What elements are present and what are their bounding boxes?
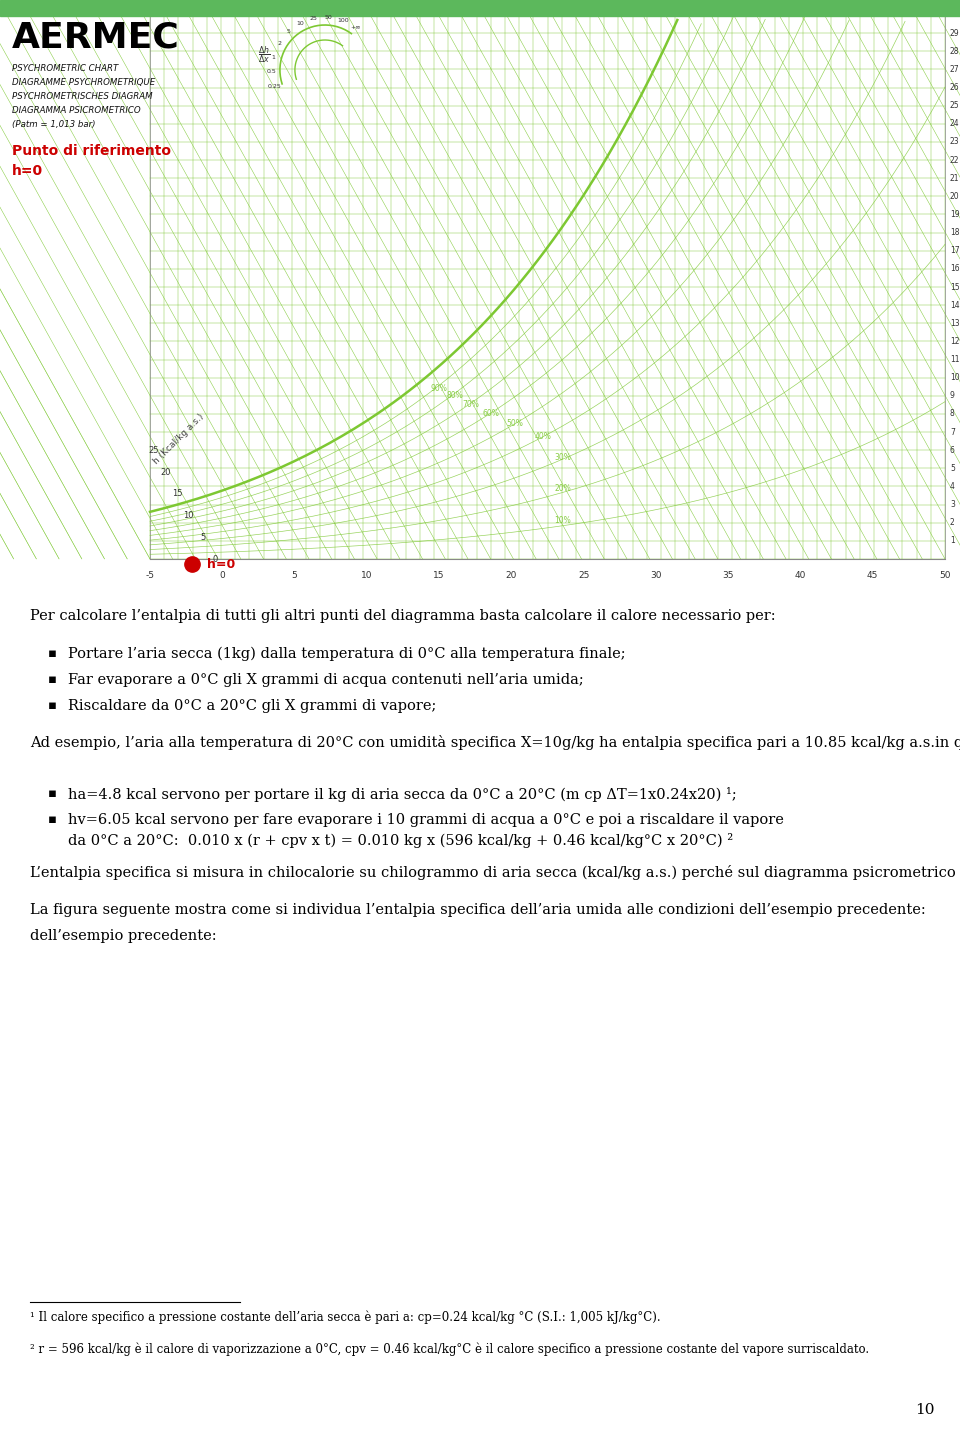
- Text: 15: 15: [172, 489, 182, 499]
- Text: 50: 50: [939, 572, 950, 580]
- Text: 25: 25: [310, 16, 318, 20]
- Text: 30: 30: [650, 572, 661, 580]
- Text: 25: 25: [950, 101, 960, 110]
- Text: 30%: 30%: [555, 453, 571, 462]
- Text: 0.5: 0.5: [267, 69, 276, 74]
- Text: 35: 35: [723, 572, 734, 580]
- Text: 10: 10: [361, 572, 372, 580]
- Text: 45: 45: [867, 572, 878, 580]
- Text: 40%: 40%: [535, 431, 551, 441]
- Text: 13: 13: [950, 318, 960, 328]
- Text: ² r = 596 kcal/kg è il calore di vaporizzazione a 0°C, cpv = 0.46 kcal/kg°C è il: ² r = 596 kcal/kg è il calore di vaporiz…: [30, 1341, 869, 1356]
- Text: 0.25: 0.25: [268, 84, 281, 88]
- Text: h (Kcal/kg a.s.): h (Kcal/kg a.s.): [152, 412, 205, 466]
- Text: dell’esempio precedente:: dell’esempio precedente:: [30, 929, 217, 943]
- Text: 40: 40: [795, 572, 806, 580]
- Text: 22: 22: [950, 156, 959, 165]
- Text: Riscaldare da 0°C a 20°C gli X grammi di vapore;: Riscaldare da 0°C a 20°C gli X grammi di…: [68, 699, 437, 713]
- Text: hv=6.05 kcal servono per fare evaporare i 10 grammi di acqua a 0°C e poi a risca: hv=6.05 kcal servono per fare evaporare …: [68, 813, 784, 828]
- Text: -5: -5: [146, 572, 155, 580]
- Text: Per calcolare l’entalpia di tutti gli altri punti del diagramma basta calcolare : Per calcolare l’entalpia di tutti gli al…: [30, 609, 776, 624]
- Text: 50%: 50%: [507, 420, 523, 428]
- Text: ▪: ▪: [48, 647, 57, 660]
- Text: ha=4.8 kcal servono per portare il kg di aria secca da 0°C a 20°C (m cp ΔT=1x0.2: ha=4.8 kcal servono per portare il kg di…: [68, 787, 736, 802]
- Text: 4: 4: [950, 482, 955, 491]
- Text: L’entalpia specifica si misura in chilocalorie su chilogrammo di aria secca (kca: L’entalpia specifica si misura in chiloc…: [30, 865, 960, 880]
- Text: 5: 5: [292, 572, 298, 580]
- Text: 29: 29: [950, 29, 960, 38]
- Text: 21: 21: [950, 174, 959, 182]
- Text: 11: 11: [950, 355, 959, 365]
- Text: PSYCHROMETRIC CHART: PSYCHROMETRIC CHART: [12, 64, 118, 72]
- Text: 7: 7: [950, 427, 955, 437]
- Text: ¹ Il calore specifico a pressione costante dell’aria secca è pari a: cp=0.24 kca: ¹ Il calore specifico a pressione costan…: [30, 1310, 660, 1324]
- Text: 60%: 60%: [483, 410, 499, 418]
- Text: 18: 18: [950, 229, 959, 237]
- Text: PSYCHROMETRISCHES DIAGRAM: PSYCHROMETRISCHES DIAGRAM: [12, 93, 153, 101]
- Text: 16: 16: [950, 265, 960, 273]
- Text: h=0: h=0: [12, 164, 43, 178]
- Text: 2: 2: [950, 518, 955, 527]
- Text: ▪: ▪: [48, 813, 57, 826]
- Text: 12: 12: [950, 337, 959, 346]
- Text: 27: 27: [950, 65, 960, 74]
- Text: 8: 8: [950, 410, 955, 418]
- Text: Far evaporare a 0°C gli X grammi di acqua contenuti nell’aria umida;: Far evaporare a 0°C gli X grammi di acqu…: [68, 673, 584, 687]
- Text: 26: 26: [950, 82, 960, 93]
- Text: 70%: 70%: [463, 401, 479, 410]
- Text: ▪: ▪: [48, 787, 57, 800]
- Text: 1: 1: [950, 537, 955, 546]
- Text: 10%: 10%: [555, 515, 571, 525]
- Text: 0: 0: [220, 572, 226, 580]
- Text: Ad esempio, l’aria alla temperatura di 20°C con umidità specifica X=10g/kg ha en: Ad esempio, l’aria alla temperatura di 2…: [30, 735, 960, 750]
- Text: 90%: 90%: [431, 383, 447, 392]
- Text: ▪: ▪: [48, 699, 57, 712]
- Text: 20: 20: [506, 572, 517, 580]
- Text: ▪: ▪: [48, 673, 57, 686]
- Text: 3: 3: [950, 501, 955, 509]
- Text: 10: 10: [296, 20, 304, 26]
- Text: 14: 14: [950, 301, 960, 310]
- Text: (Patm = 1,013 bar): (Patm = 1,013 bar): [12, 120, 95, 129]
- Text: 28: 28: [950, 46, 959, 56]
- Text: Portare l’aria secca (1kg) dalla temperatura di 0°C alla temperatura finale;: Portare l’aria secca (1kg) dalla tempera…: [68, 647, 626, 661]
- Text: 20%: 20%: [555, 485, 571, 493]
- Text: 15: 15: [433, 572, 444, 580]
- Text: +∞: +∞: [350, 25, 361, 29]
- Text: 15: 15: [950, 282, 960, 291]
- Text: 50: 50: [324, 14, 332, 20]
- Text: 10: 10: [183, 511, 194, 519]
- Text: 10: 10: [950, 373, 960, 382]
- Text: 80%: 80%: [446, 391, 464, 399]
- Text: 25: 25: [149, 446, 159, 456]
- Text: Punto di riferimento: Punto di riferimento: [12, 145, 171, 158]
- Text: 5: 5: [950, 464, 955, 473]
- Text: La figura seguente mostra come si individua l’entalpia specifica dell’aria umida: La figura seguente mostra come si indivi…: [30, 903, 925, 917]
- Bar: [0, 0, 960, 16]
- Text: 1: 1: [272, 55, 276, 59]
- Bar: [0, 0, 960, 589]
- Text: 5: 5: [286, 29, 290, 35]
- Text: AERMEC: AERMEC: [12, 20, 180, 54]
- Text: DIAGRAMME PSYCHROMETRIQUE: DIAGRAMME PSYCHROMETRIQUE: [12, 78, 156, 87]
- Text: da 0°C a 20°C:  0.010 x (r + cpv x t) = 0.010 kg x (596 kcal/kg + 0.46 kcal/kg°C: da 0°C a 20°C: 0.010 x (r + cpv x t) = 0…: [68, 833, 733, 848]
- Text: 20: 20: [160, 467, 171, 478]
- Text: 0: 0: [212, 554, 217, 563]
- Text: 9: 9: [950, 391, 955, 401]
- Text: 23: 23: [950, 137, 960, 146]
- Text: 2: 2: [277, 41, 281, 46]
- Text: 6: 6: [950, 446, 955, 454]
- Text: 24: 24: [950, 119, 960, 129]
- Text: 19: 19: [950, 210, 960, 218]
- Text: 100: 100: [337, 17, 348, 23]
- Text: DIAGRAMMA PSICROMETRICO: DIAGRAMMA PSICROMETRICO: [12, 106, 140, 114]
- Text: 20: 20: [950, 192, 960, 201]
- Text: 5: 5: [201, 532, 205, 541]
- Text: 17: 17: [950, 246, 960, 255]
- Text: 25: 25: [578, 572, 589, 580]
- Text: h=0: h=0: [207, 557, 235, 570]
- Text: 10: 10: [916, 1404, 935, 1417]
- Text: $\frac{\Delta h}{\Delta x}$: $\frac{\Delta h}{\Delta x}$: [257, 45, 270, 65]
